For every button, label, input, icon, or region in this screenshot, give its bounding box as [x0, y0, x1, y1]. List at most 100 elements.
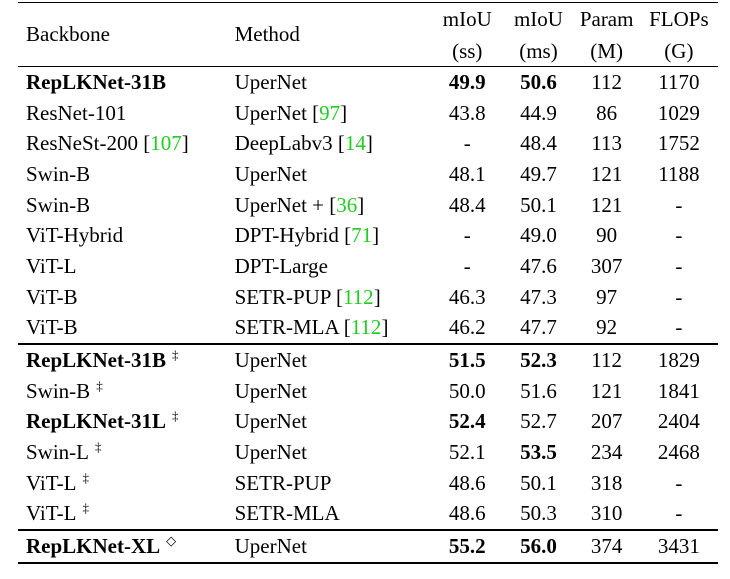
cell-miou-ms: 52.7 — [503, 407, 573, 438]
cell-flops: 1829 — [639, 343, 718, 376]
method-citation[interactable]: [36] — [324, 192, 365, 217]
backbone-mark: ‡ — [82, 469, 89, 485]
method-citation[interactable]: [14] — [332, 131, 373, 156]
backbone-mark: ‡ — [96, 377, 103, 393]
cell-backbone: Swin-L ‡ — [18, 437, 235, 468]
cell-miou-ss: 50.0 — [431, 376, 503, 407]
cell-method: SETR-PUP [112] — [235, 282, 432, 313]
cell-miou-ss: 51.5 — [431, 343, 504, 376]
cell-param: 121 — [574, 376, 640, 407]
table-row: RepLKNet-31B ‡ UperNet 51.5 52.3 112 1829 — [18, 343, 718, 376]
backbone-name: Swin-B — [26, 161, 91, 186]
cell-miou-ms-value: 50.1 — [520, 192, 557, 217]
cell-flops-value: 1029 — [657, 100, 700, 125]
cell-miou-ms: 50.3 — [503, 499, 573, 531]
cell-method: UperNet — [235, 159, 432, 190]
cell-miou-ms: 44.9 — [503, 98, 573, 129]
backbone-name: Swin-B — [26, 192, 91, 217]
header-flops-top: FLOPs — [639, 2, 718, 36]
backbone-mark: ‡ — [95, 439, 102, 455]
cell-param-value: 207 — [590, 409, 623, 434]
backbone-citation[interactable]: [107] — [138, 131, 189, 156]
header-miou-ms-bottom: (ms) — [519, 38, 558, 63]
method-citation-number: 14 — [344, 131, 366, 156]
cell-flops-value: 2468 — [657, 440, 700, 465]
cell-param: 92 — [574, 313, 640, 345]
method-name: UperNet — [234, 378, 307, 403]
cell-backbone: ResNeSt-200 [107] — [18, 128, 235, 159]
cell-param: 121 — [574, 190, 640, 221]
cell-param: 310 — [574, 499, 640, 531]
cell-param-value: 310 — [590, 501, 623, 526]
method-citation[interactable]: [71] — [338, 223, 380, 248]
backbone-mark: ◇ — [166, 533, 177, 549]
cell-backbone: Swin-B — [18, 190, 235, 221]
cell-miou-ss-value: 43.8 — [448, 100, 486, 125]
cell-method: SETR-MLA [112] — [235, 313, 432, 345]
method-name: UperNet — [234, 409, 307, 434]
header-row-1: Backbone Method mIoU mIoU Param FLOPs — [18, 2, 718, 67]
cell-param-value: 113 — [591, 131, 622, 156]
cell-param-value: 121 — [590, 161, 623, 186]
cell-param: 234 — [574, 437, 640, 468]
cell-miou-ss: 48.1 — [431, 159, 503, 190]
cell-flops: - — [640, 499, 718, 531]
cell-method: DeepLabv3 [14] — [235, 128, 432, 159]
cell-method: UperNet — [235, 437, 432, 468]
backbone-name: ViT-L — [26, 501, 77, 526]
method-name: SETR-MLA — [234, 501, 340, 526]
cell-flops: 3431 — [639, 529, 718, 564]
cell-miou-ms-value: 51.6 — [520, 378, 557, 403]
cell-miou-ss-value: - — [463, 223, 471, 248]
table-row: ResNeSt-200 [107] DeepLabv3 [14] -48.4 113 1… — [18, 128, 718, 159]
cell-flops: - — [640, 220, 718, 251]
cell-miou-ss: - — [431, 220, 503, 251]
cell-param-value: 90 — [596, 223, 618, 248]
cell-flops-value: 1188 — [658, 161, 700, 186]
cell-miou-ss-value: 49.9 — [448, 69, 486, 94]
cell-backbone: RepLKNet-XL ◇ — [18, 529, 235, 564]
method-name: UperNet — [234, 100, 307, 125]
cell-flops: - — [640, 282, 718, 313]
cell-flops-value: 1170 — [658, 69, 700, 94]
cell-param: 112 — [573, 65, 640, 98]
backbone-name: RepLKNet-31B — [26, 69, 166, 94]
method-name: SETR-PUP — [234, 470, 332, 495]
cell-miou-ms-value: 50.6 — [520, 69, 557, 94]
cell-miou-ss-value: 48.6 — [448, 470, 486, 495]
cell-param-value: 121 — [590, 192, 623, 217]
cell-backbone: Swin-B — [18, 159, 235, 190]
backbone-name: ResNet-101 — [26, 100, 127, 125]
method-citation-number: 36 — [336, 192, 358, 217]
cell-flops: 1170 — [639, 65, 718, 98]
cell-param: 318 — [574, 468, 640, 499]
cell-miou-ms: 50.1 — [503, 190, 573, 221]
cell-miou-ss-value: - — [463, 253, 471, 278]
method-citation[interactable]: [112] — [338, 315, 389, 340]
cell-miou-ss: 52.1 — [431, 437, 503, 468]
backbone-mark: ‡ — [172, 408, 179, 424]
cell-flops-value: 3431 — [657, 534, 700, 559]
method-name: UperNet — [234, 161, 307, 186]
backbone-mark: ‡ — [82, 500, 89, 516]
cell-miou-ms-value: 47.6 — [520, 253, 557, 278]
cell-backbone: ViT-B — [18, 282, 235, 313]
cell-backbone: ViT-L — [18, 251, 235, 282]
cell-backbone: Swin-B ‡ — [18, 376, 235, 407]
table-row: ViT-B SETR-MLA [112] 46.2 47.7 92 - — [18, 313, 718, 345]
header-param-bottom: (M) — [590, 38, 623, 63]
cell-miou-ss-value: 55.2 — [448, 534, 486, 559]
cell-backbone: ViT-L ‡ — [18, 468, 235, 499]
table-row: ViT-B SETR-PUP [112] 46.3 47.3 97 - — [18, 282, 718, 313]
cell-miou-ms-value: 49.7 — [520, 161, 557, 186]
table-row: ViT-L ‡ SETR-PUP 48.6 50.1 318 - — [18, 468, 718, 499]
cell-backbone: ViT-Hybrid — [18, 220, 235, 251]
method-citation[interactable]: [112] — [330, 284, 381, 309]
cell-method: SETR-PUP — [235, 468, 432, 499]
cell-param: 97 — [574, 282, 640, 313]
cell-param-value: 307 — [590, 253, 623, 278]
header-param-top: Param — [573, 2, 640, 36]
method-citation[interactable]: [97] — [306, 100, 348, 125]
cell-miou-ss: - — [431, 251, 503, 282]
